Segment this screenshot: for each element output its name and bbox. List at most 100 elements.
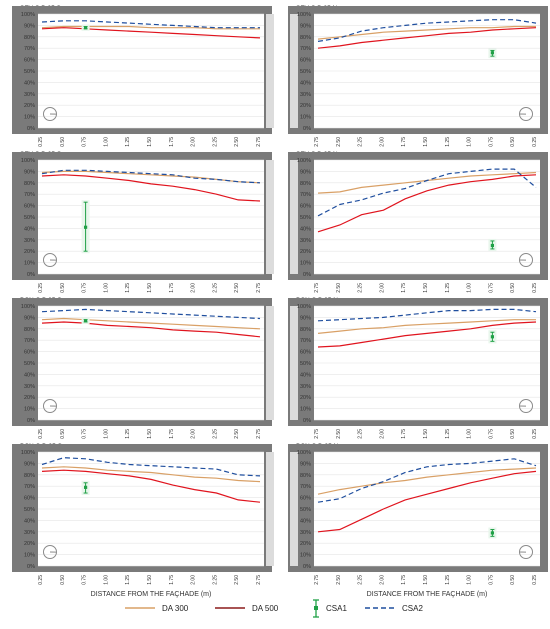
- x-tick-label: 2.00: [191, 575, 197, 585]
- series-line-da-500: [41, 174, 261, 202]
- csa1-point: [490, 531, 494, 535]
- series-line-da-300: [41, 170, 261, 184]
- window-strip: [290, 452, 298, 566]
- y-tick-label: 80%: [300, 35, 311, 41]
- x-tick-label: 1.00: [467, 137, 473, 147]
- y-tick-label: 10%: [300, 553, 311, 559]
- y-tick-label: 100%: [297, 304, 311, 310]
- x-tick-label: 2.00: [191, 429, 197, 439]
- x-tick-label: 2.25: [212, 429, 218, 439]
- csa1-marker: [81, 480, 90, 496]
- x-tick-label: 2.75: [256, 575, 262, 585]
- y-tick-label: 40%: [300, 372, 311, 378]
- panel-7: BCN C D 25 S0%10%20%30%40%50%60%70%80%90…: [12, 443, 274, 585]
- x-tick-label: 0.50: [510, 283, 516, 293]
- x-tick-label: 0.75: [488, 137, 494, 147]
- x-tick-label: 0.75: [488, 283, 494, 293]
- series-line-da-500: [317, 321, 537, 348]
- y-tick-label: 70%: [24, 484, 35, 490]
- x-tick-label: 0.50: [60, 137, 66, 147]
- y-tick-label: 50%: [24, 215, 35, 221]
- y-tick-label: 40%: [24, 226, 35, 232]
- series-line-csa2: [41, 308, 261, 320]
- x-tick-label: 1.25: [125, 429, 131, 439]
- y-tick-label: 90%: [24, 23, 35, 29]
- y-tick-label: 60%: [300, 204, 311, 210]
- y-tick-label: 70%: [300, 338, 311, 344]
- csa1-point: [84, 319, 88, 323]
- legend-da300-label: DA 300: [162, 604, 189, 613]
- y-tick-label: 80%: [24, 473, 35, 479]
- x-tick-label: 2.50: [234, 137, 240, 147]
- y-tick-label: 20%: [300, 541, 311, 547]
- series-line-da-300: [317, 467, 537, 495]
- x-tick-label: 0.75: [82, 575, 88, 585]
- y-tick-label: 40%: [24, 518, 35, 524]
- y-tick-label: 10%: [24, 407, 35, 413]
- x-tick-label: 2.25: [358, 429, 364, 439]
- x-tick-label: 2.00: [379, 137, 385, 147]
- y-tick-label: 80%: [300, 327, 311, 333]
- csa1-point: [84, 26, 88, 30]
- y-tick-label: 0%: [27, 272, 35, 278]
- x-axis-title: DISTANCE FROM THE FAÇHADE (m): [367, 591, 488, 598]
- window-strip: [266, 14, 274, 128]
- y-tick-label: 60%: [300, 496, 311, 502]
- y-tick-label: 20%: [24, 103, 35, 109]
- x-tick-label: 2.50: [336, 429, 342, 439]
- panel-2: SEV C B 25 N0%10%20%30%40%50%60%70%80%90…: [288, 5, 548, 147]
- y-tick-label: 10%: [300, 115, 311, 121]
- x-tick-label: 1.50: [147, 575, 153, 585]
- y-tick-label: 70%: [24, 46, 35, 52]
- series-line-csa2: [317, 308, 537, 322]
- csa1-marker: [488, 48, 497, 59]
- y-tick-label: 50%: [300, 507, 311, 513]
- y-tick-label: 60%: [24, 350, 35, 356]
- y-tick-label: 90%: [300, 315, 311, 321]
- y-tick-label: 60%: [300, 350, 311, 356]
- y-tick-label: 40%: [24, 80, 35, 86]
- x-tick-label: 2.00: [191, 137, 197, 147]
- legend-csa1-label: CSA1: [326, 604, 347, 613]
- x-tick-label: 0.25: [532, 283, 538, 293]
- x-tick-label: 1.25: [125, 137, 131, 147]
- orientation-compass-icon: [519, 107, 533, 121]
- y-tick-label: 40%: [300, 518, 311, 524]
- y-tick-label: 90%: [24, 169, 35, 175]
- x-tick-label: 1.75: [169, 137, 175, 147]
- panel-8: BCN C D 25 N0%10%20%30%40%50%60%70%80%90…: [288, 443, 548, 585]
- x-tick-label: 1.50: [423, 429, 429, 439]
- series-line-da-300: [317, 25, 536, 40]
- csa1-point: [84, 485, 88, 489]
- x-tick-label: 2.75: [314, 137, 320, 147]
- x-tick-label: 1.50: [423, 283, 429, 293]
- x-tick-label: 0.75: [82, 137, 88, 147]
- x-tick-label: 2.75: [256, 429, 262, 439]
- x-tick-label: 1.75: [401, 429, 407, 439]
- y-tick-label: 0%: [303, 126, 311, 132]
- x-tick-label: 1.00: [103, 283, 109, 293]
- y-tick-label: 30%: [300, 92, 311, 98]
- x-tick-label: 2.75: [314, 429, 320, 439]
- x-tick-label: 1.50: [423, 575, 429, 585]
- csa1-point: [84, 225, 88, 229]
- x-tick-label: 0.50: [510, 137, 516, 147]
- window-strip: [266, 160, 274, 274]
- y-tick-label: 40%: [300, 80, 311, 86]
- x-tick-label: 1.75: [401, 283, 407, 293]
- window-strip: [266, 306, 274, 420]
- panel-1: SEV C B 25 S0%10%20%30%40%50%60%70%80%90…: [12, 5, 274, 147]
- y-tick-label: 50%: [24, 69, 35, 75]
- panel-6: BCN C B 25 N0%10%20%30%40%50%60%70%80%90…: [288, 297, 548, 439]
- x-tick-label: 2.00: [379, 429, 385, 439]
- x-tick-label: 2.75: [256, 137, 262, 147]
- series-line-da-500: [41, 469, 261, 503]
- x-tick-label: 1.00: [103, 575, 109, 585]
- y-tick-label: 20%: [24, 541, 35, 547]
- y-tick-label: 100%: [297, 12, 311, 18]
- x-tick-label: 1.75: [401, 137, 407, 147]
- y-tick-label: 40%: [300, 226, 311, 232]
- legend-csa1-swatch: [313, 599, 319, 618]
- y-tick-label: 30%: [300, 530, 311, 536]
- series-line-csa2: [317, 458, 537, 503]
